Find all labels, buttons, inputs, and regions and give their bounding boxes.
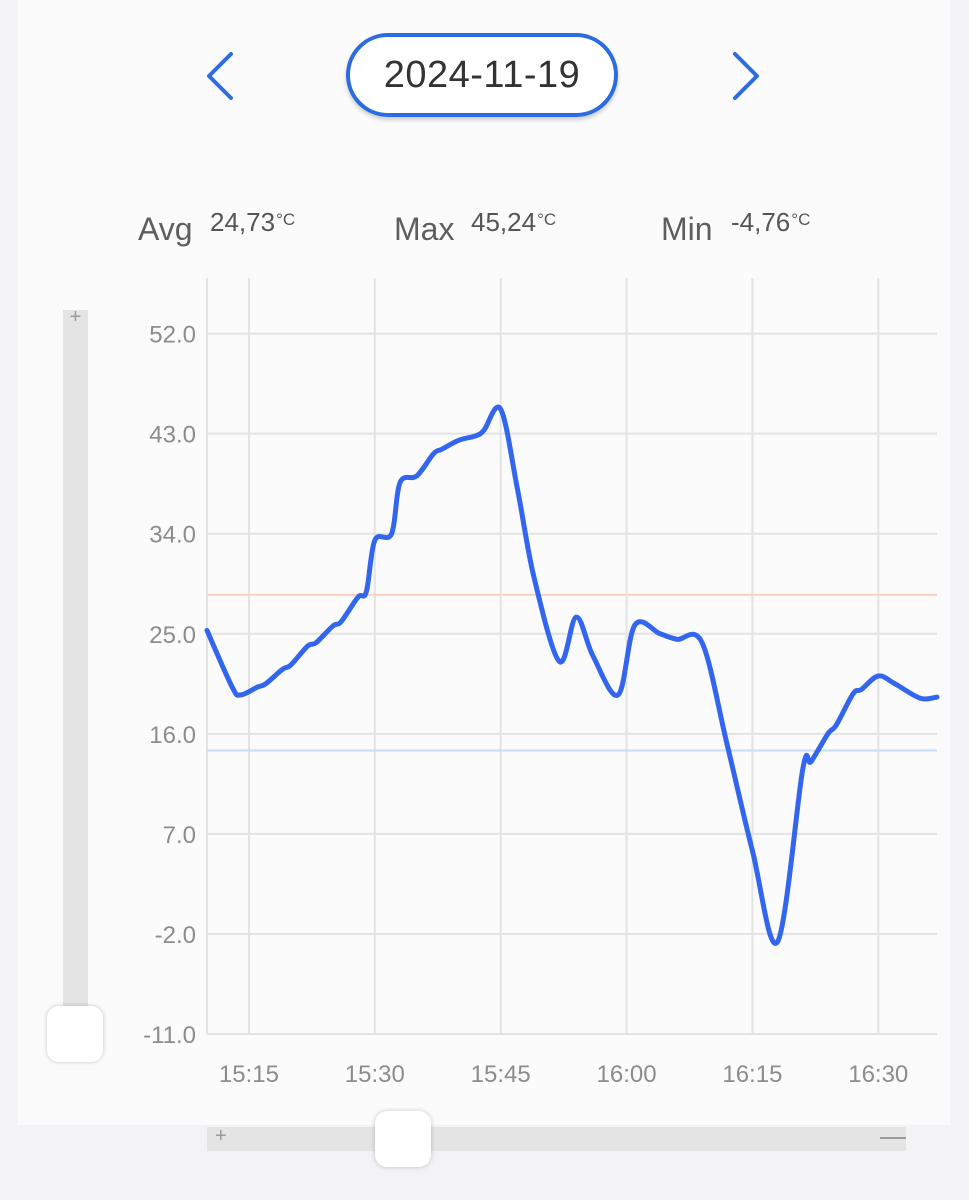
temperature-series-line — [204, 404, 940, 946]
y-tick-label: 52.0 — [149, 322, 196, 349]
y-tick-label: 25.0 — [149, 622, 196, 649]
chevron-left-icon — [207, 52, 233, 100]
horizontal-zoom-plus-icon[interactable]: + — [215, 1125, 227, 1147]
min-unit: °C — [791, 210, 811, 229]
chart-card — [18, 0, 950, 1125]
x-tick-label: 16:15 — [722, 1061, 782, 1088]
temperature-line-chart[interactable]: 52.0 43.0 34.0 25.0 16.0 7.0 -2.0 -11.0 15:15 15:… — [0, 0, 969, 1110]
max-value: 45,24°C — [471, 207, 557, 237]
horizontal-zoom-minus-icon[interactable] — [880, 1137, 906, 1139]
min-value: -4,76°C — [731, 207, 811, 237]
vertical-slider-thumb[interactable] — [47, 1006, 103, 1062]
x-tick-label: 15:30 — [345, 1061, 405, 1088]
x-tick-label: 16:30 — [848, 1061, 908, 1088]
chevron-right-icon — [733, 52, 759, 100]
vertical-zoom-plus-icon[interactable]: + — [69, 306, 82, 328]
avg-label: Avg — [138, 211, 193, 247]
horizontal-zoom-slider[interactable]: + — [207, 1125, 906, 1151]
y-tick-label: 43.0 — [149, 422, 196, 449]
x-tick-label: 15:15 — [219, 1061, 279, 1088]
y-tick-label: -2.0 — [155, 922, 196, 949]
vertical-zoom-slider[interactable]: + — [63, 306, 88, 1035]
y-tick-label: 16.0 — [149, 722, 196, 749]
prev-date-button[interactable] — [192, 48, 248, 104]
x-tick-label: 16:00 — [597, 1061, 657, 1088]
next-date-button[interactable] — [718, 48, 774, 104]
y-tick-label: 34.0 — [149, 522, 196, 549]
y-tick-label: -11.0 — [143, 1022, 196, 1049]
horizontal-slider-thumb[interactable] — [375, 1111, 431, 1167]
y-tick-label: 7.0 — [163, 822, 196, 849]
min-label: Min — [661, 211, 713, 247]
x-tick-label: 15:45 — [471, 1061, 531, 1088]
avg-unit: °C — [276, 210, 296, 229]
avg-value: 24,73°C — [210, 207, 296, 237]
max-label: Max — [394, 211, 455, 247]
date-selector[interactable]: 2024-11-19 — [346, 33, 618, 117]
max-unit: °C — [537, 210, 557, 229]
